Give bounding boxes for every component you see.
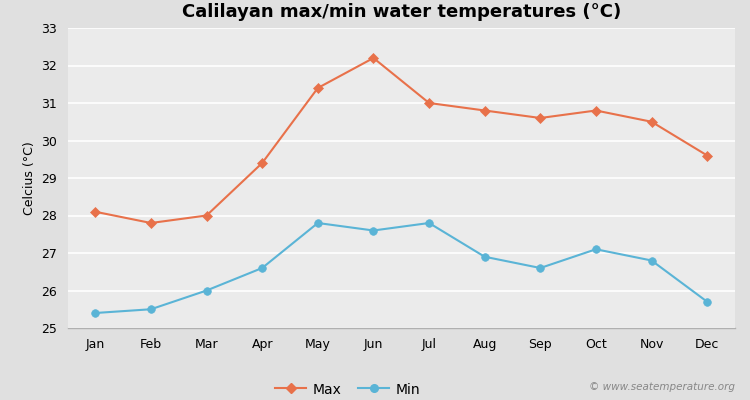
Max bbox=[258, 160, 267, 166]
Line: Max: Max bbox=[92, 54, 711, 226]
Min bbox=[202, 288, 211, 293]
Min bbox=[647, 258, 656, 263]
Line: Min: Min bbox=[92, 219, 711, 317]
Max bbox=[480, 108, 489, 113]
Title: Calilayan max/min water temperatures (°C): Calilayan max/min water temperatures (°C… bbox=[182, 3, 621, 21]
Max bbox=[369, 56, 378, 60]
Max bbox=[146, 221, 155, 226]
Min bbox=[369, 228, 378, 233]
Min bbox=[424, 221, 433, 226]
Max bbox=[314, 86, 322, 90]
Min bbox=[480, 254, 489, 259]
Max bbox=[592, 108, 601, 113]
Min bbox=[258, 266, 267, 270]
Min bbox=[703, 299, 712, 304]
Min bbox=[592, 247, 601, 252]
Max bbox=[703, 153, 712, 158]
Legend: Max, Min: Max, Min bbox=[270, 377, 426, 400]
Min bbox=[536, 266, 544, 270]
Min bbox=[146, 307, 155, 312]
Y-axis label: Celcius (°C): Celcius (°C) bbox=[22, 141, 36, 215]
Max bbox=[424, 100, 433, 105]
Min bbox=[314, 221, 322, 226]
Text: © www.seatemperature.org: © www.seatemperature.org bbox=[589, 382, 735, 392]
Min bbox=[91, 310, 100, 315]
Max bbox=[202, 213, 211, 218]
Max bbox=[647, 119, 656, 124]
Max bbox=[91, 209, 100, 214]
Max bbox=[536, 116, 544, 120]
